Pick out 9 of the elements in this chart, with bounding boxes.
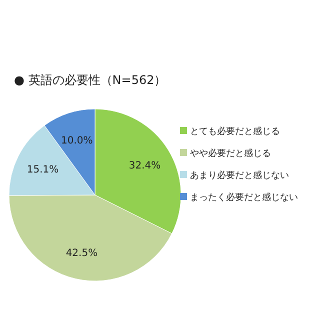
data-label: 42.5%: [66, 248, 98, 259]
data-label: 10.0%: [61, 135, 93, 146]
legend-label: やや必要だと感じる: [190, 148, 271, 159]
chart-title: ● 英語の必要性（N=562）: [14, 73, 166, 87]
data-label: 15.1%: [26, 164, 59, 176]
legend-label: まったく必要だと感じない: [190, 192, 298, 203]
legend-label: あまり必要だと感じない: [190, 170, 289, 181]
data-label: 32.4%: [128, 160, 161, 172]
legend-label: とても必要だと感じる: [190, 126, 280, 137]
